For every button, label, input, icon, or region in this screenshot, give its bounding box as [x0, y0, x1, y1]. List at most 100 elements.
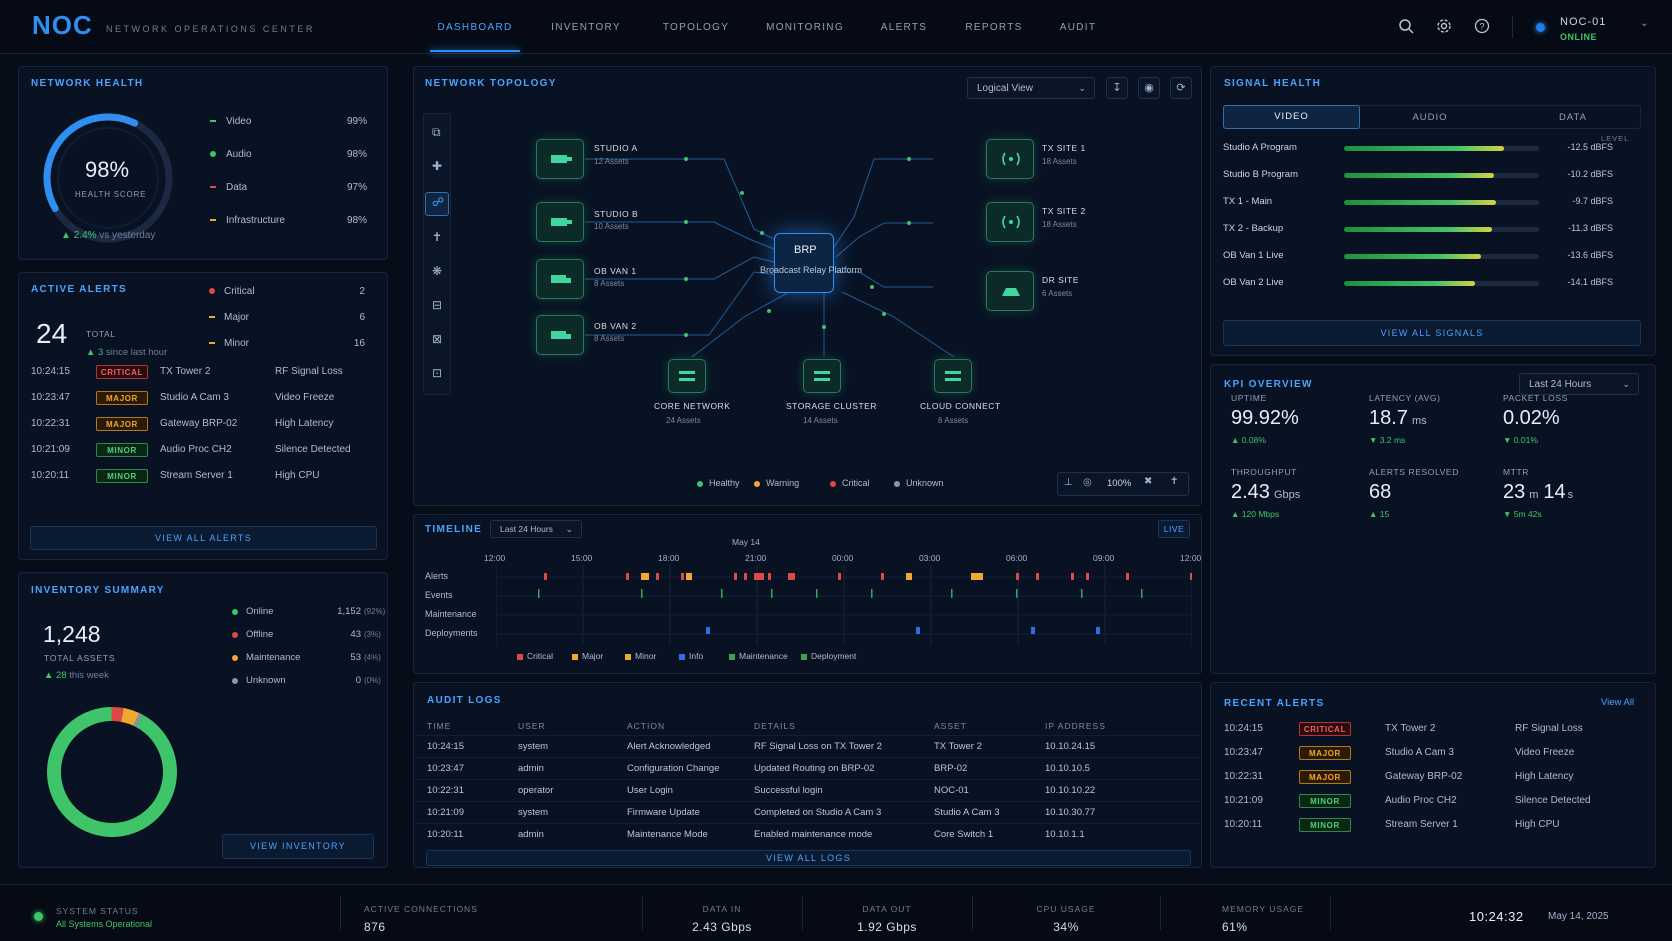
node-cloud-connect[interactable]	[934, 359, 972, 393]
kpi-range-select[interactable]: Last 24 Hours ⌄	[1519, 373, 1639, 395]
timeline-event-mark[interactable]	[721, 589, 723, 598]
alert-row[interactable]: 10:20:11 MINOR Stream Server 1 High CPU	[1211, 815, 1655, 837]
node-name[interactable]: NOC-01	[1560, 16, 1607, 28]
timeline-event-mark[interactable]	[1141, 589, 1143, 598]
camera-icon[interactable]: ◉	[1138, 77, 1160, 99]
align-top-icon[interactable]: ⊟	[432, 298, 443, 312]
node-dr-site[interactable]	[986, 271, 1034, 311]
zoom-level[interactable]: 100%	[1107, 478, 1132, 489]
timeline-alert-mark[interactable]	[754, 573, 764, 580]
chevron-down-icon[interactable]: ⌄	[1640, 18, 1649, 29]
timeline-deployment-mark[interactable]	[1031, 627, 1035, 634]
nav-audit[interactable]: AUDIT	[1059, 22, 1097, 33]
column-header[interactable]: DETAILS	[754, 721, 796, 731]
move-tool-icon[interactable]: ✚	[432, 159, 443, 173]
alert-row[interactable]: 10:24:15 CRITICAL TX Tower 2 RF Signal Loss	[1211, 719, 1655, 741]
alert-row[interactable]: 10:23:47 MAJOR Studio A Cam 3 Video Freeze	[1211, 743, 1655, 765]
align-middle-icon[interactable]: ⊠	[432, 332, 443, 346]
zoom-out-icon[interactable]: ⊥	[1064, 477, 1073, 488]
expand-icon[interactable]: ✖	[1144, 476, 1153, 487]
timeline-event-mark[interactable]	[871, 589, 873, 598]
table-row[interactable]: 10:23:47 admin Configuration Change Updated…	[414, 757, 1201, 777]
gear-icon[interactable]	[1435, 18, 1453, 36]
node-ob-van-2[interactable]	[536, 315, 584, 355]
align-bottom-icon[interactable]: ⊡	[432, 366, 443, 380]
cluster-tool-icon[interactable]: ❋	[432, 264, 443, 278]
tab-audio[interactable]: AUDIO	[1412, 112, 1448, 123]
node-ob-van-1[interactable]	[536, 259, 584, 299]
tab-data[interactable]: DATA	[1559, 112, 1587, 123]
brp-node[interactable]	[774, 233, 834, 293]
timeline-alert-mark[interactable]	[1086, 573, 1089, 580]
timeline-event-mark[interactable]	[641, 589, 643, 598]
timeline-alert-mark[interactable]	[1190, 573, 1192, 580]
topology-view-select[interactable]: Logical View ⌄	[967, 77, 1095, 99]
tab-video[interactable]: VIDEO	[1223, 105, 1360, 129]
live-button[interactable]: LIVE	[1158, 520, 1190, 538]
timeline-alert-mark[interactable]	[971, 573, 983, 580]
timeline-alert-mark[interactable]	[1016, 573, 1019, 580]
table-row[interactable]: 10:24:15 system Alert Acknowledged RF Signa…	[414, 735, 1201, 755]
refresh-icon[interactable]: ⟳	[1170, 77, 1192, 99]
view-all-signals-button[interactable]: VIEW ALL SIGNALS	[1223, 320, 1641, 346]
timeline-alert-mark[interactable]	[641, 573, 649, 580]
node-studio-a[interactable]	[536, 139, 584, 179]
help-icon[interactable]: ?	[1473, 18, 1491, 36]
view-all-link[interactable]: View All	[1601, 697, 1635, 708]
column-header[interactable]: TIME	[427, 721, 452, 731]
timeline-deployment-mark[interactable]	[706, 627, 710, 634]
column-header[interactable]: USER	[518, 721, 546, 731]
timeline-event-mark[interactable]	[1081, 589, 1083, 598]
select-tool-icon[interactable]: ⧉	[432, 125, 441, 139]
timeline-alert-mark[interactable]	[626, 573, 629, 580]
share-tool-icon[interactable]: ✝	[432, 230, 443, 244]
alert-row[interactable]: 10:21:09 MINOR Audio Proc CH2 Silence Detec…	[1211, 791, 1655, 813]
timeline-alert-mark[interactable]	[881, 573, 884, 580]
view-all-logs-button[interactable]: VIEW ALL LOGS	[426, 850, 1191, 866]
view-inventory-button[interactable]: VIEW INVENTORY	[222, 834, 374, 859]
timeline-alert-mark[interactable]	[686, 573, 692, 580]
timeline-alert-mark[interactable]	[906, 573, 912, 580]
active-tool[interactable]	[425, 192, 449, 216]
timeline-alert-mark[interactable]	[838, 573, 841, 580]
node-tx-site-1[interactable]	[986, 139, 1034, 179]
timeline-event-mark[interactable]	[951, 589, 953, 598]
timeline-event-mark[interactable]	[816, 589, 818, 598]
alert-row[interactable]: 10:22:31 MAJOR Gateway BRP-02 High Latency	[19, 412, 387, 436]
nav-topology[interactable]: TOPOLOGY	[662, 22, 730, 33]
node-tx-site-2[interactable]	[986, 202, 1034, 242]
timeline-alert-mark[interactable]	[768, 573, 771, 580]
timeline-alert-mark[interactable]	[744, 573, 747, 580]
column-header[interactable]: ACTION	[627, 721, 666, 731]
node-core-network[interactable]	[668, 359, 706, 393]
timeline-deployment-mark[interactable]	[1096, 627, 1100, 634]
alert-row[interactable]: 10:22:31 MAJOR Gateway BRP-02 High Latency	[1211, 767, 1655, 789]
alert-row[interactable]: 10:23:47 MAJOR Studio A Cam 3 Video Freeze	[19, 386, 387, 410]
table-row[interactable]: 10:20:11 admin Maintenance Mode Enabled mai…	[414, 823, 1201, 843]
download-icon[interactable]: ↧	[1106, 77, 1128, 99]
timeline-alert-mark[interactable]	[1126, 573, 1129, 580]
node-studio-b[interactable]	[536, 202, 584, 242]
alert-row[interactable]: 10:20:11 MINOR Stream Server 1 High CPU	[19, 464, 387, 488]
link-tool-icon[interactable]: ☍	[432, 195, 445, 209]
timeline-alert-mark[interactable]	[1071, 573, 1074, 580]
alert-row[interactable]: 10:24:15 CRITICAL TX Tower 2 RF Signal Loss	[19, 360, 387, 384]
nav-alerts[interactable]: ALERTS	[880, 22, 928, 33]
view-all-alerts-button[interactable]: VIEW ALL ALERTS	[30, 526, 377, 550]
timeline-alert-mark[interactable]	[734, 573, 737, 580]
timeline-event-mark[interactable]	[771, 589, 773, 598]
column-header[interactable]: IP ADDRESS	[1045, 721, 1106, 731]
app-logo[interactable]: NOC	[32, 10, 93, 40]
timeline-alert-mark[interactable]	[544, 573, 547, 580]
table-row[interactable]: 10:21:09 system Firmware Update Completed o…	[414, 801, 1201, 821]
search-icon[interactable]	[1397, 18, 1415, 36]
timeline-alert-mark[interactable]	[1036, 573, 1039, 580]
timeline-alert-mark[interactable]	[656, 573, 659, 580]
timeline-event-mark[interactable]	[1016, 589, 1018, 598]
node-storage-cluster[interactable]	[803, 359, 841, 393]
nav-reports[interactable]: REPORTS	[965, 22, 1023, 33]
table-row[interactable]: 10:22:31 operator User Login Successful log…	[414, 779, 1201, 799]
fit-icon[interactable]: ◎	[1083, 477, 1092, 488]
share-icon[interactable]: ✝	[1170, 476, 1179, 487]
timeline-deployment-mark[interactable]	[916, 627, 920, 634]
